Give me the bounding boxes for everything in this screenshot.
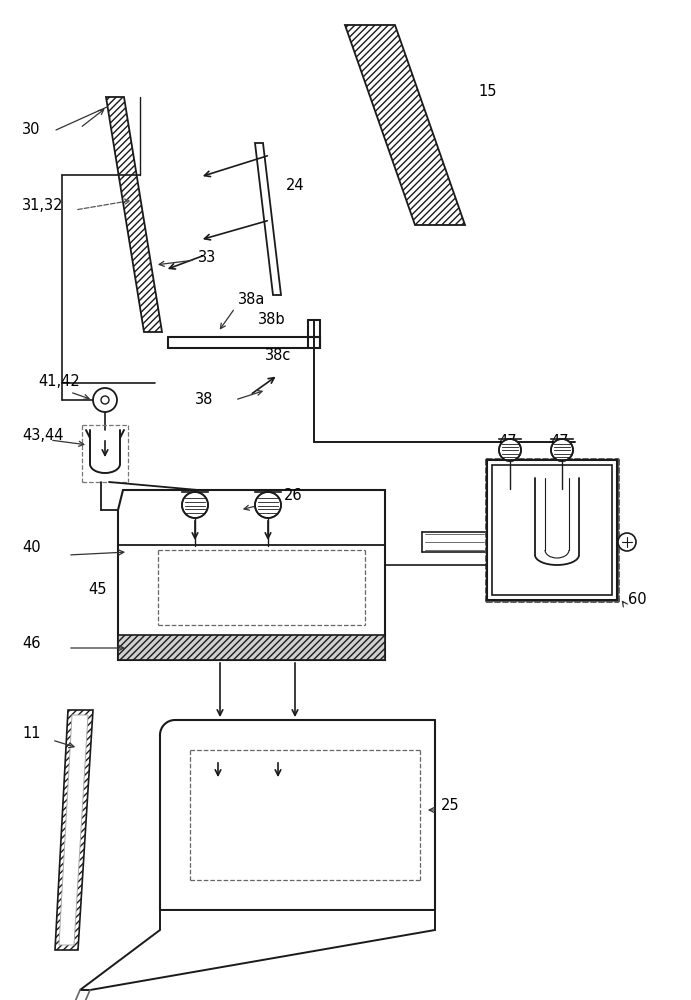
Text: 38: 38: [195, 392, 214, 408]
Polygon shape: [59, 715, 88, 945]
Text: 47: 47: [550, 434, 569, 450]
Text: 15: 15: [478, 85, 497, 100]
Text: 25: 25: [441, 798, 460, 812]
Polygon shape: [80, 910, 435, 990]
Text: 46: 46: [22, 636, 41, 650]
Text: 31,32: 31,32: [22, 198, 64, 213]
Text: 33: 33: [198, 249, 216, 264]
Bar: [492, 465, 612, 595]
Circle shape: [93, 388, 117, 412]
Polygon shape: [55, 710, 93, 950]
Text: 43,44: 43,44: [22, 428, 64, 442]
Circle shape: [551, 439, 573, 461]
Text: 47: 47: [498, 434, 517, 450]
Text: 40: 40: [22, 540, 41, 556]
Text: 41,42: 41,42: [38, 374, 79, 389]
Text: 24: 24: [286, 178, 305, 192]
Polygon shape: [106, 97, 162, 332]
Text: 38b: 38b: [258, 312, 285, 328]
Text: 60: 60: [628, 592, 647, 607]
Text: 30: 30: [22, 122, 41, 137]
Circle shape: [182, 492, 208, 518]
Circle shape: [618, 533, 636, 551]
Text: 45: 45: [88, 582, 106, 597]
Circle shape: [255, 492, 281, 518]
Bar: [118, 635, 385, 660]
Bar: [487, 460, 617, 600]
Text: 26: 26: [284, 488, 303, 502]
Polygon shape: [118, 490, 385, 660]
Circle shape: [499, 439, 521, 461]
Polygon shape: [255, 143, 281, 295]
Circle shape: [101, 396, 109, 404]
Text: 38c: 38c: [265, 348, 292, 362]
Polygon shape: [345, 25, 465, 225]
Text: 38a: 38a: [238, 292, 265, 308]
Text: 11: 11: [22, 726, 41, 740]
